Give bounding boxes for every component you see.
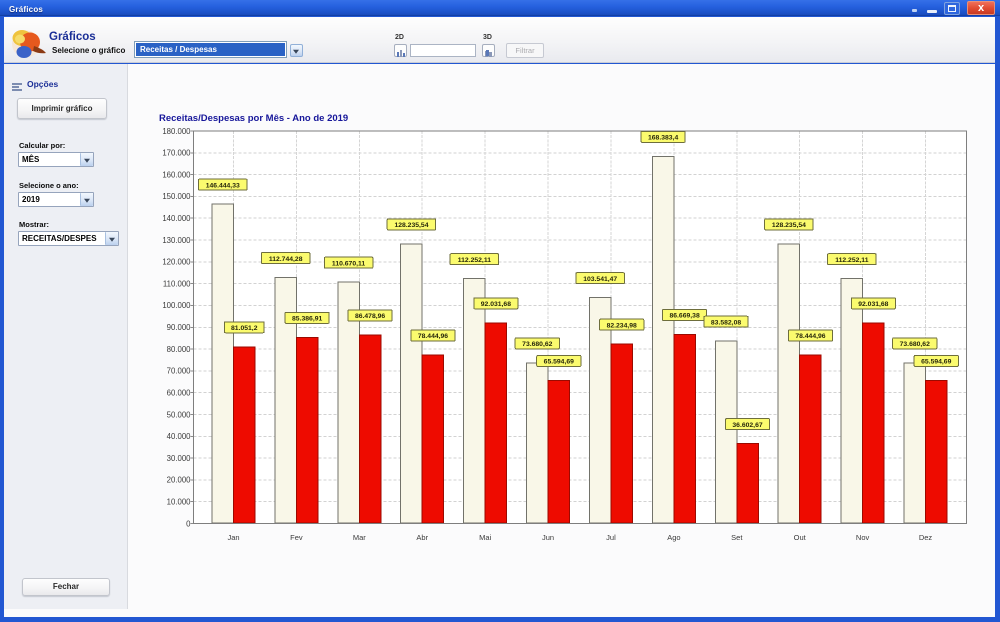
svg-text:80.000: 80.000 <box>167 345 192 354</box>
svg-text:Mar: Mar <box>353 533 366 542</box>
svg-text:85.386,91: 85.386,91 <box>292 316 322 323</box>
svg-text:82.234,98: 82.234,98 <box>607 322 637 329</box>
svg-text:86.478,96: 86.478,96 <box>355 313 385 320</box>
svg-text:128.235,54: 128.235,54 <box>772 222 806 229</box>
svg-text:83.582,08: 83.582,08 <box>711 319 741 326</box>
svg-text:110.670,11: 110.670,11 <box>332 260 365 267</box>
svg-text:65.594,69: 65.594,69 <box>921 359 951 366</box>
svg-text:180.000: 180.000 <box>162 127 191 136</box>
svg-text:0: 0 <box>186 519 191 528</box>
svg-text:92.031,68: 92.031,68 <box>481 301 511 308</box>
svg-text:40.000: 40.000 <box>167 432 192 441</box>
svg-text:170.000: 170.000 <box>162 149 191 158</box>
svg-text:150.000: 150.000 <box>162 192 191 201</box>
svg-text:146.444,33: 146.444,33 <box>206 182 240 189</box>
svg-text:70.000: 70.000 <box>167 367 192 376</box>
svg-text:Ago: Ago <box>667 533 680 542</box>
svg-text:65.594,69: 65.594,69 <box>544 359 574 366</box>
svg-text:50.000: 50.000 <box>167 410 192 419</box>
svg-text:Receitas/Despesas por Mês - An: Receitas/Despesas por Mês - Ano de 2019 <box>159 113 348 124</box>
svg-text:112.744,28: 112.744,28 <box>269 256 303 263</box>
svg-text:78.444,96: 78.444,96 <box>418 333 448 340</box>
svg-text:92.031,68: 92.031,68 <box>858 301 888 308</box>
svg-text:Set: Set <box>731 533 743 542</box>
svg-text:60.000: 60.000 <box>167 388 192 397</box>
svg-text:78.444,96: 78.444,96 <box>795 333 825 340</box>
svg-text:Jun: Jun <box>542 533 554 542</box>
svg-text:81.051,2: 81.051,2 <box>231 325 258 332</box>
svg-text:Dez: Dez <box>919 533 933 542</box>
svg-text:160.000: 160.000 <box>162 170 191 179</box>
svg-text:112.252,11: 112.252,11 <box>835 257 868 264</box>
svg-text:100.000: 100.000 <box>162 301 191 310</box>
svg-text:103.541,47: 103.541,47 <box>583 276 617 283</box>
svg-text:Abr: Abr <box>416 533 428 542</box>
svg-text:20.000: 20.000 <box>167 476 192 485</box>
svg-text:Fev: Fev <box>290 533 303 542</box>
svg-text:90.000: 90.000 <box>167 323 192 332</box>
svg-text:Jul: Jul <box>606 533 616 542</box>
svg-text:128.235,54: 128.235,54 <box>394 222 428 229</box>
svg-text:120.000: 120.000 <box>162 258 191 267</box>
svg-text:Out: Out <box>794 533 807 542</box>
svg-text:110.000: 110.000 <box>163 279 191 288</box>
svg-text:73.680,62: 73.680,62 <box>900 341 930 348</box>
svg-text:130.000: 130.000 <box>162 236 191 245</box>
svg-text:73.680,62: 73.680,62 <box>522 341 552 348</box>
svg-text:86.669,38: 86.669,38 <box>669 313 699 320</box>
svg-text:10.000: 10.000 <box>167 497 192 506</box>
svg-text:Jan: Jan <box>227 533 239 542</box>
svg-text:168.383,4: 168.383,4 <box>648 135 678 142</box>
svg-text:Nov: Nov <box>856 533 870 542</box>
svg-text:140.000: 140.000 <box>162 214 191 223</box>
svg-text:30.000: 30.000 <box>167 454 192 463</box>
svg-text:112.252,11: 112.252,11 <box>458 257 491 264</box>
svg-text:Mai: Mai <box>479 533 491 542</box>
svg-text:36.602,67: 36.602,67 <box>732 422 762 429</box>
